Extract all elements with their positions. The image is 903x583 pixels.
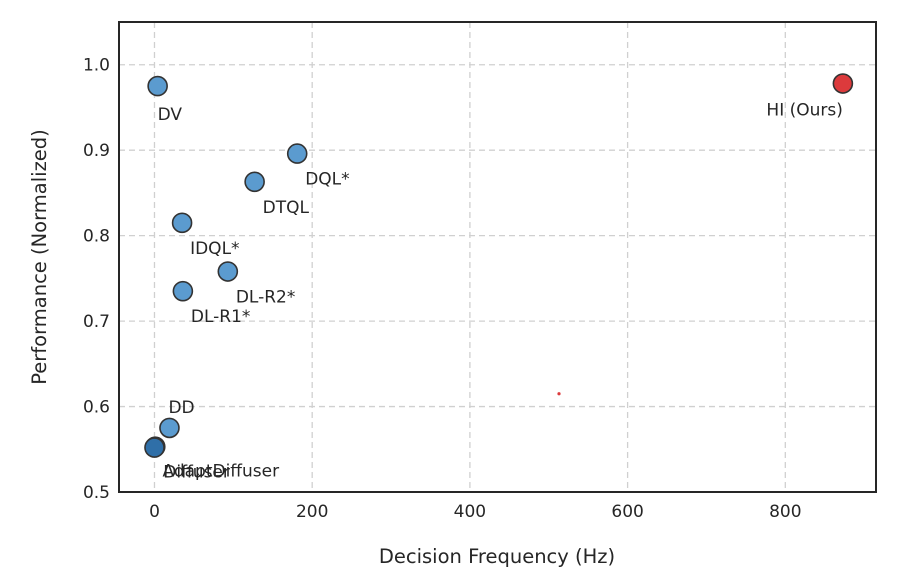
y-tick-label: 0.9 bbox=[83, 141, 110, 161]
point-label-dtql: DTQL bbox=[263, 198, 310, 218]
point-label-dl-r1: DL-R1* bbox=[191, 307, 251, 327]
data-points bbox=[144, 73, 854, 458]
point-dd bbox=[159, 417, 180, 439]
x-tick-label: 800 bbox=[769, 502, 801, 522]
point-dtql bbox=[244, 171, 265, 193]
y-tick-label: 0.7 bbox=[83, 312, 110, 332]
point-label-dv: DV bbox=[158, 105, 183, 125]
point-dl-r2 bbox=[217, 261, 239, 282]
point-idql bbox=[171, 212, 193, 234]
x-tick-label: 600 bbox=[611, 502, 643, 522]
point-hi-ours bbox=[832, 73, 854, 94]
point-label-adaptdiffuser: AdaptDiffuser bbox=[162, 462, 279, 482]
point-label-dl-r2: DL-R2* bbox=[236, 288, 296, 308]
y-tick-label: 0.5 bbox=[83, 483, 110, 503]
y-tick-label: 0.8 bbox=[83, 227, 110, 247]
point-label-dql: DQL* bbox=[305, 170, 349, 190]
marker-dot bbox=[557, 392, 561, 396]
point-labels: DV DQL* DTQL IDQL* DL-R2*DL-R1* DD DiffuserAda… bbox=[158, 101, 843, 483]
x-axis-ticks: 0 200 400 600 800 bbox=[149, 502, 801, 522]
point-label-idql: IDQL* bbox=[190, 239, 239, 259]
point-label-diffuser: Diffuser bbox=[163, 463, 230, 483]
point-dv bbox=[147, 75, 168, 97]
annotations bbox=[557, 392, 561, 396]
y-axis-ticks: 0.5 0.6 0.7 0.8 0.9 1.0 bbox=[83, 56, 110, 503]
plot-frame bbox=[118, 21, 877, 493]
y-axis-label: Performance (Normalized) bbox=[28, 129, 51, 385]
x-tick-label: 400 bbox=[454, 502, 486, 522]
point-label-dd: DD bbox=[168, 398, 194, 418]
x-tick-label: 0 bbox=[149, 502, 160, 522]
y-tick-label: 0.6 bbox=[83, 398, 110, 418]
point-adaptdiffuser bbox=[144, 437, 165, 458]
y-tick-label: 1.0 bbox=[83, 56, 110, 76]
point-label-hi-ours: HI (Ours) bbox=[766, 101, 842, 121]
x-axis-label: Decision Frequency (Hz) bbox=[379, 545, 615, 568]
x-tick-label: 200 bbox=[296, 502, 328, 522]
point-dql bbox=[286, 143, 308, 164]
point-dl-r1 bbox=[172, 280, 194, 302]
